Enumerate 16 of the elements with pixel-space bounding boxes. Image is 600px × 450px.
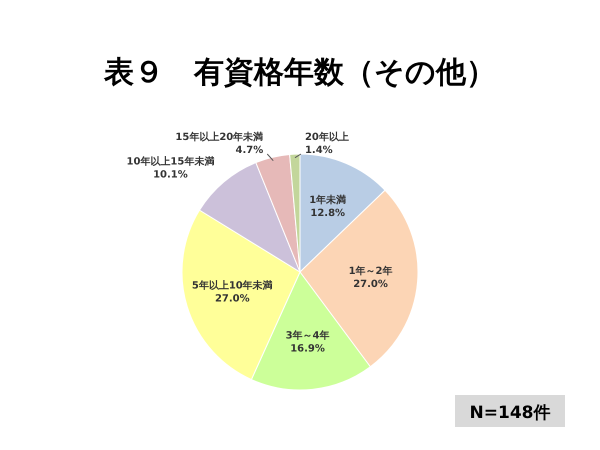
data-label: 27.0% — [353, 278, 388, 290]
slice-label: 5年以上10年未満 — [192, 280, 273, 292]
slice-label: 1年未満 — [309, 194, 346, 206]
data-label: 10.1% — [153, 169, 188, 180]
slice-label: 3年～4年 — [286, 329, 330, 342]
slice-label: 20年以上 — [304, 131, 349, 143]
chart-title: 表９ 有資格年数（その他） — [103, 55, 496, 90]
slice-label: 10年以上15年未満 — [126, 155, 214, 168]
data-label: 27.0% — [214, 294, 250, 305]
slice-label: 15年以上20年未満 — [175, 131, 264, 143]
data-label: 16.9% — [290, 343, 325, 354]
text: N=148件 — [470, 403, 550, 423]
slice-label: 1年～2年 — [348, 264, 393, 277]
data-label: 12.8% — [310, 208, 346, 219]
data-label: 4.7% — [236, 145, 264, 156]
data-label: 1.4% — [304, 145, 333, 156]
